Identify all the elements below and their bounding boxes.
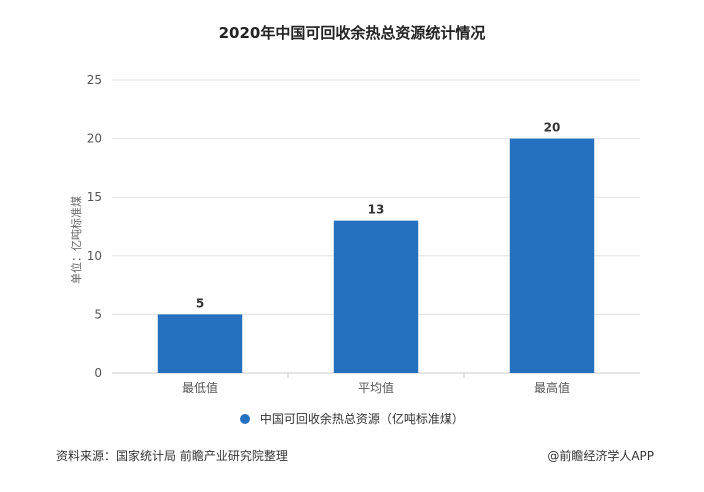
y-tick-label: 20 [87,132,102,146]
y-tick-label: 5 [94,307,102,321]
brand-credit: @前瞻经济学人APP [547,449,654,463]
data-label: 13 [368,203,385,217]
y-tick-label: 10 [87,249,102,263]
y-tick-label: 0 [94,366,102,380]
bar-3 [509,138,595,373]
x-tick-label: 平均值 [358,380,394,395]
legend: 中国可回收余热总资源（亿吨标准煤） [0,410,704,427]
chart-title: 2020年中国可回收余热总资源统计情况 [218,24,486,42]
legend-marker [240,413,251,424]
y-tick-label: 15 [87,190,102,204]
data-label: 5 [196,296,204,310]
bar-2 [333,220,419,373]
legend-label: 中国可回收余热总资源（亿吨标准煤） [259,412,464,426]
bar-1 [157,314,243,373]
y-tick-label: 25 [87,73,102,87]
source-note: 资料来源：国家统计局 前瞻产业研究院整理 [56,449,288,463]
data-label: 20 [544,121,561,135]
x-tick-label: 最高值 [534,380,570,395]
x-tick-label: 最低值 [182,380,218,395]
